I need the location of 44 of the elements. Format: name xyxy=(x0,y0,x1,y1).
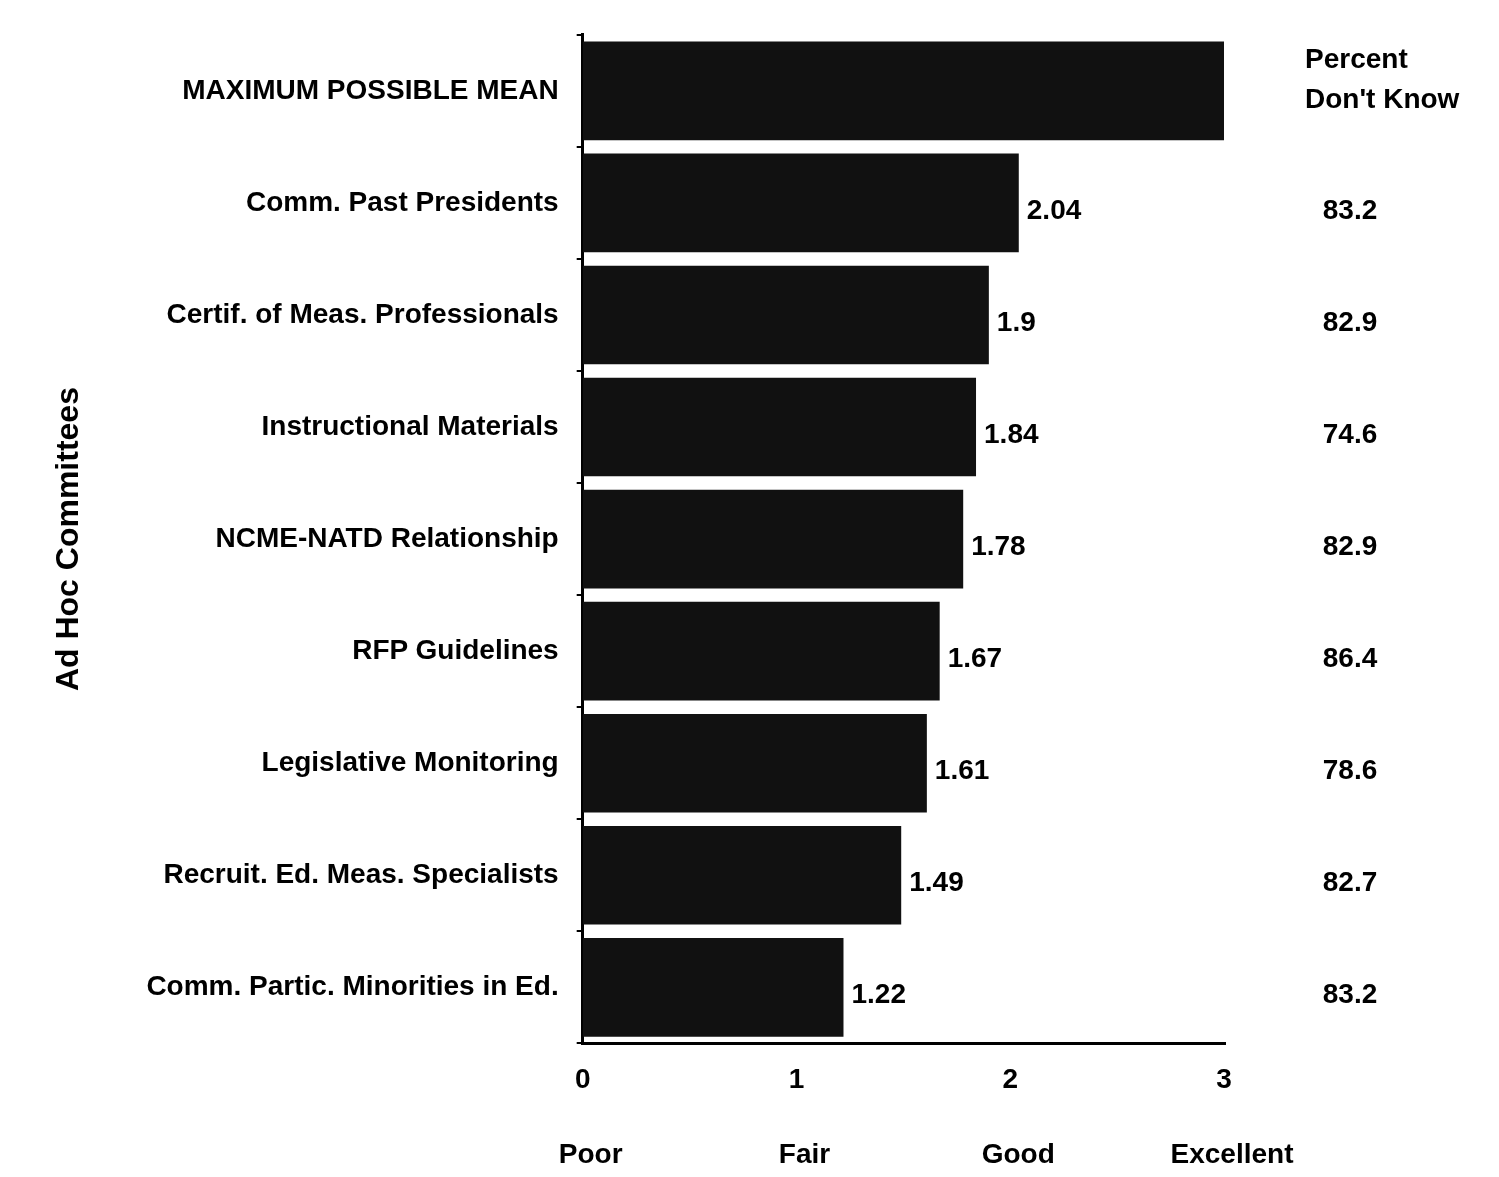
y-tick-label: Comm. Partic. Minorities in Ed. xyxy=(146,970,559,1002)
x-tick-label: 0 xyxy=(574,1062,591,1094)
text: 78.6 xyxy=(1322,753,1378,785)
data-label: 1.67 xyxy=(947,641,1003,673)
text: 74.6 xyxy=(1322,417,1378,449)
bar xyxy=(582,713,927,813)
bar xyxy=(582,489,964,589)
bar xyxy=(582,601,940,701)
text: 82.7 xyxy=(1322,866,1378,898)
data-label: 1.9 xyxy=(996,305,1036,337)
bar xyxy=(582,377,977,477)
x-tick-label: 2 xyxy=(1002,1062,1019,1094)
data-label: 1.49 xyxy=(909,866,964,898)
text: Good xyxy=(981,1137,1055,1169)
data-label: 1.61 xyxy=(934,753,990,785)
y-axis-title: Ad Hoc Committees xyxy=(49,387,86,692)
text: 86.4 xyxy=(1322,641,1378,673)
text: Poor xyxy=(558,1137,623,1169)
x-tick-label: 1 xyxy=(788,1062,805,1094)
y-tick-label: Recruit. Ed. Meas. Specialists xyxy=(163,858,559,890)
text: 83.2 xyxy=(1322,193,1378,225)
bar xyxy=(582,938,844,1037)
y-tick-label: Legislative Monitoring xyxy=(261,745,559,777)
y-tick-label: Comm. Past Presidents xyxy=(245,185,559,217)
y-tick-label: MAXIMUM POSSIBLE MEAN xyxy=(182,73,559,105)
text: Excellent xyxy=(1170,1137,1294,1169)
y-tick-label: RFP Guidelines xyxy=(352,633,559,665)
bar xyxy=(582,265,989,365)
text: Percent Don't Know xyxy=(1305,42,1460,114)
y-tick-label: NCME-NATD Relationship xyxy=(215,521,559,553)
y-tick-label: Instructional Materials xyxy=(261,409,559,441)
data-label: 1.78 xyxy=(971,529,1026,561)
y-tick-label: Certif. of Meas. Professionals xyxy=(166,297,559,329)
text: Fair xyxy=(778,1137,831,1169)
text: 82.9 xyxy=(1322,529,1378,561)
bar xyxy=(582,825,902,925)
x-tick-label: 3 xyxy=(1216,1062,1232,1094)
bar xyxy=(582,153,1019,253)
text: 82.9 xyxy=(1322,305,1378,337)
data-label: 1.84 xyxy=(984,417,1039,449)
data-label: 1.22 xyxy=(851,978,906,1010)
bar xyxy=(582,41,1224,141)
data-label: 2.04 xyxy=(1026,193,1082,225)
text: 83.2 xyxy=(1322,978,1378,1010)
